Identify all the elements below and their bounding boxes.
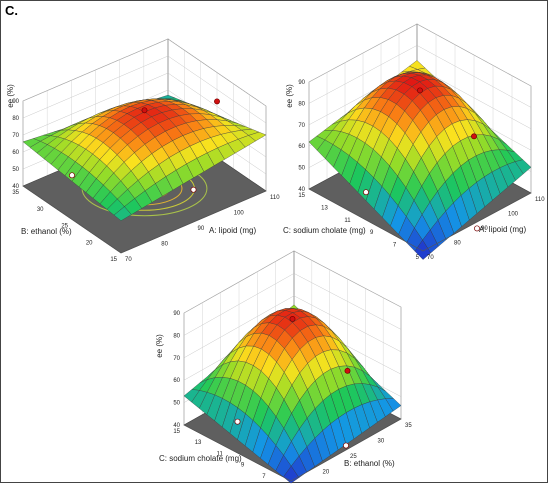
z-tick-label: 70 (12, 133, 19, 139)
z-grid-line (183, 250, 402, 314)
chart-panel-2: 40 50 60 70 80 90 70 80 90 100 110 5 7 9 11 13 15 ee (%) A… (283, 23, 545, 261)
response-surface (183, 304, 402, 484)
z-tick-label: 40 (12, 184, 19, 190)
y-axis-label: C: sodium cholate (mg) (283, 226, 366, 235)
design-point (344, 367, 351, 374)
x-tick-label: 80 (161, 242, 168, 248)
design-point (141, 107, 148, 114)
design-point (190, 186, 197, 193)
y-tick-label: 15 (298, 193, 305, 199)
y-tick-label: 11 (344, 218, 351, 224)
z-tick-label: 90 (173, 311, 180, 317)
z-tick-label: 40 (298, 187, 305, 193)
z-axis-label: ee (%) (285, 84, 294, 108)
x-axis-label: A: lipoid (mg) (479, 225, 526, 234)
z-tick-label: 40 (173, 423, 180, 429)
y-tick-label: 7 (393, 243, 397, 249)
x-tick-label: 25 (350, 454, 357, 460)
y-tick-label: 9 (370, 230, 374, 236)
z-tick-label: 70 (173, 356, 180, 362)
z-tick-label: 80 (12, 116, 19, 122)
chart-panel-1: 40 50 60 70 80 90 70 80 90 100 110 15 20 25 30 35 ee (%)… (6, 38, 280, 263)
y-axis-label: B: ethanol (%) (21, 227, 72, 236)
y-tick-label: 25 (61, 224, 68, 230)
y-tick-label: 35 (12, 190, 19, 196)
y-tick-label: 20 (86, 240, 93, 246)
y-tick-label: 13 (195, 440, 202, 446)
y-tick-label: 15 (110, 257, 117, 263)
x-tick-label: 80 (454, 241, 461, 247)
z-axis-label: ee (%) (155, 334, 164, 358)
box-edge (308, 188, 532, 252)
design-point (363, 189, 369, 196)
design-point (289, 316, 296, 322)
z-tick-label: 90 (12, 99, 19, 105)
y-tick-label: 15 (173, 429, 180, 435)
y-axis-label: C: sodium cholate (mg) (159, 454, 242, 463)
x-tick-label: 90 (481, 226, 488, 232)
x-tick-label: 110 (270, 195, 280, 201)
x-tick-label: 30 (378, 439, 385, 445)
design-point (471, 133, 477, 140)
z-tick-label: 50 (12, 167, 19, 173)
design-point (69, 172, 75, 179)
z-tick-label: 80 (298, 101, 305, 107)
y-tick-label: 30 (37, 207, 44, 213)
x-axis-label: B: ethanol (%) (344, 459, 395, 468)
y-tick-label: 13 (321, 205, 328, 211)
box-edge (22, 185, 267, 254)
x-tick-label: 70 (125, 257, 132, 263)
x-tick-label: 100 (508, 212, 519, 218)
z-tick-label: 50 (298, 166, 305, 172)
design-point (234, 418, 241, 425)
x-tick-label: 70 (427, 255, 434, 261)
surface-cell (414, 239, 431, 260)
x-tick-label: 100 (234, 211, 245, 217)
design-point (214, 98, 220, 105)
y-tick-label: 9 (241, 463, 245, 469)
z-axis-label: ee (%) (6, 84, 15, 108)
y-tick-label: 11 (217, 451, 224, 457)
y-tick-label: 7 (262, 474, 266, 480)
z-grid-line (22, 38, 267, 107)
x-tick-label: 90 (198, 226, 205, 232)
design-point (417, 87, 423, 94)
x-tick-label: 20 (323, 470, 330, 476)
y-tick-label: 5 (416, 255, 420, 261)
z-tick-label: 70 (298, 123, 305, 129)
response-surface (308, 60, 532, 260)
surface-cell (113, 206, 132, 221)
z-tick-label: 60 (173, 378, 180, 384)
chart-panel-3: 4050607080901520253035579111315ee (%)B: … (155, 250, 412, 484)
x-tick-label: 35 (405, 423, 412, 429)
design-point (474, 225, 480, 232)
response-surface (22, 94, 267, 221)
z-tick-label: 50 (173, 401, 180, 407)
x-axis-label: A: lipoid (mg) (209, 226, 256, 235)
z-tick-label: 80 (173, 333, 180, 339)
x-tick-label: 110 (535, 197, 545, 203)
z-tick-label: 90 (298, 80, 305, 86)
panel-label: C. (5, 3, 18, 18)
design-point (343, 442, 349, 449)
z-tick-label: 60 (12, 150, 19, 156)
z-tick-label: 60 (298, 144, 305, 150)
box-edge (183, 418, 402, 482)
